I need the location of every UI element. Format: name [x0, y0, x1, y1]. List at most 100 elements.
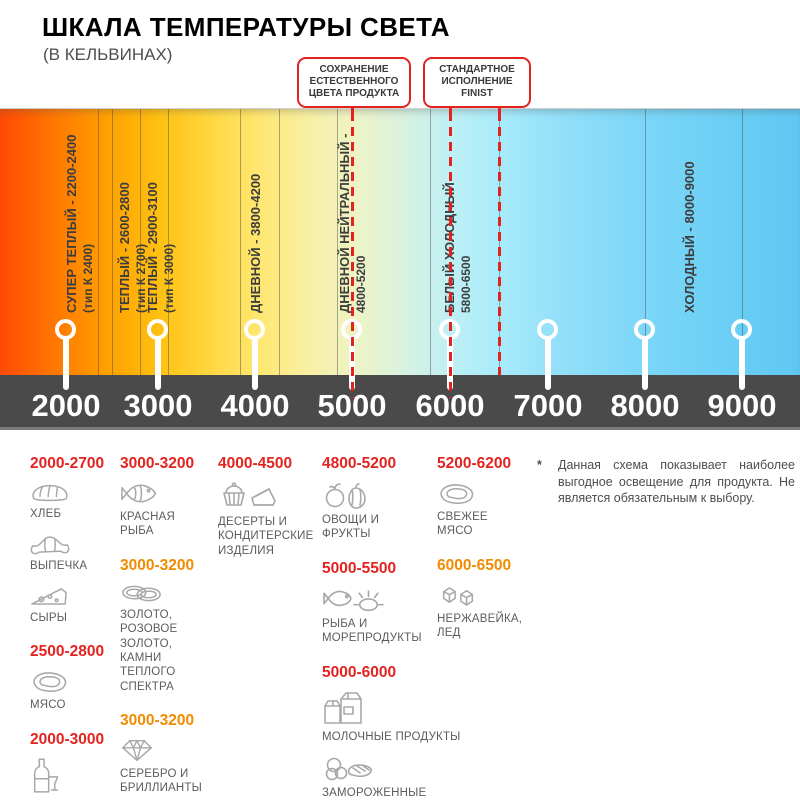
category-label: ДЕСЕРТЫ И КОНДИТЕРСКИЕ ИЗДЕЛИЯ: [218, 516, 314, 557]
list-item: АКОГОЛЬ: [30, 757, 118, 800]
footnote-asterisk: *: [537, 458, 542, 472]
category-column-5: 5200-6200 СВЕЖЕЕ МЯСО 6000-6500 НЕРЖАВЕЙКА,…: [437, 455, 547, 651]
callout-color-preservation: СОХРАНЕНИЕ ЕСТЕСТВЕННОГО ЦВЕТА ПРОДУКТА: [297, 57, 411, 108]
scale-marker-stem: [63, 337, 69, 390]
tick-label: 8000: [610, 388, 680, 423]
scale-marker-stem: [739, 337, 745, 390]
page-title: ШКАЛА ТЕМПЕРАТУРЫ СВЕТА: [42, 12, 450, 42]
footnote-text: Данная схема показывает наиболее выгодно…: [558, 458, 795, 505]
zone-label-1: СУПЕР ТЕПЛЫЙ - 2200-2400 (тип К 2400): [64, 135, 96, 313]
list-item: ЗАМОРОЖЕННЫЕ ПОЛУФАБРИКАТЫ: [322, 754, 462, 800]
tick-label: 2000: [31, 388, 101, 423]
gridline: [98, 109, 100, 376]
category-label: МЯСО: [30, 699, 66, 712]
list-item: МЯСО: [30, 669, 118, 712]
seafood-icon: [322, 586, 462, 613]
category-column-2: 3000-3200 КРАСНАЯ РЫБА 3000-3200 ЗОЛОТО, РО…: [120, 455, 216, 800]
range-heading: 4800-5200: [322, 455, 397, 472]
ice-icon: [437, 583, 547, 608]
kelvin-axis-bar: [0, 375, 800, 430]
range-heading: 2000-3000: [30, 730, 105, 748]
range-heading: 2000-2700: [30, 455, 105, 472]
frozen-food-icon: [322, 754, 462, 782]
gridline: [139, 109, 141, 376]
category-label: СЕРЕБРО И БРИЛЛИАНТЫ: [120, 768, 203, 795]
callout-anchor-dashed-line: [351, 112, 354, 398]
category-label: ЗОЛОТО, РОЗОВОЕ ЗОЛОТО, КАМНИ ТЕПЛОГО СП…: [120, 608, 178, 693]
gridline: [167, 109, 169, 376]
list-item: СЫРЫ: [30, 584, 118, 625]
gridline: [742, 109, 743, 376]
range-heading: 2500-2800: [30, 643, 105, 661]
zone-label-6: БЕЛЫЙ ХОЛОДНЫЙ -5800-6500: [442, 174, 474, 313]
tick-label: 9000: [707, 388, 777, 423]
tick-label: 4000: [220, 388, 290, 423]
vegetables-fruits-icon: [322, 481, 462, 509]
zone-label-3: ТЕПЛЫЙ - 2900-3100 (тип К 3000): [145, 182, 177, 313]
category-column-4: 4800-5200 ОВОЩИ И ФРУКТЫ 5000-5500 РЫБА И М…: [322, 455, 462, 800]
category-label: СЫРЫ: [30, 611, 68, 624]
zone-label-main: СУПЕР ТЕПЛЫЙ - 2200-2400: [64, 134, 80, 313]
zone-label-2: ТЕПЛЫЙ - 2600-2800 (тип К 2700): [117, 182, 149, 313]
list-item: ВЫПЕЧКА: [30, 531, 118, 573]
callout-anchor-dashed-line: [449, 112, 452, 398]
range-heading: 6000-6500: [437, 556, 512, 574]
category-column-1: 2000-2700 ХЛЕБ ВЫПЕЧКА СЫРЫ 2500-2800 МЯСО 200…: [30, 455, 118, 800]
range-heading: 3000-3200: [120, 455, 195, 472]
gridline: [645, 109, 646, 376]
gridline: [112, 109, 113, 376]
list-item: ХЛЕБ: [30, 481, 118, 521]
zone-label-4: ДНЕВНОЙ - 3800-4200: [248, 174, 265, 313]
zone-label-sub: 4800-5200: [354, 255, 369, 313]
meat-icon: [30, 669, 118, 694]
scale-marker-stem: [252, 337, 258, 390]
list-item: КРАСНАЯ РЫБА: [120, 481, 216, 539]
zone-label-main: ХОЛОДНЫЙ - 8000-9000: [681, 161, 697, 313]
category-label: СВЕЖЕЕ МЯСО: [437, 511, 488, 538]
croissant-icon: [30, 531, 118, 555]
gridline: [240, 109, 242, 376]
category-columns: 2000-2700 ХЛЕБ ВЫПЕЧКА СЫРЫ 2500-2800 МЯСО 200…: [0, 455, 800, 800]
rings-icon: [120, 583, 216, 604]
zone-label-7: ХОЛОДНЫЙ - 8000-9000: [682, 161, 699, 313]
zone-label-main: ТЕПЛЫЙ - 2900-3100: [145, 182, 161, 313]
footnote: * Данная схема показывает наиболее выгод…: [537, 457, 795, 507]
list-item: СЕРЕБРО И БРИЛЛИАНТЫ: [120, 738, 216, 796]
callout-anchor-dashed-line: [498, 112, 501, 375]
tick-label: 3000: [123, 388, 193, 423]
range-heading: 3000-3200: [120, 712, 195, 729]
range-heading: 5200-6200: [437, 455, 512, 472]
scale-marker-stem: [155, 337, 161, 390]
range-heading: 5000-5500: [322, 559, 397, 577]
category-label: ВЫПЕЧКА: [30, 560, 88, 573]
zone-label-main: ДНЕВНОЙ - 3800-4200: [248, 173, 264, 313]
list-item: СВЕЖЕЕ МЯСО: [437, 481, 547, 539]
list-item: ЗОЛОТО, РОЗОВОЕ ЗОЛОТО, КАМНИ ТЕПЛОГО СП…: [120, 583, 216, 694]
cheese-icon: [30, 584, 118, 607]
callout-standard-finist: СТАНДАРТНОЕ ИСПОЛНЕНИЕ FINIST: [423, 57, 531, 108]
gridline: [279, 109, 281, 376]
list-item: РЫБА И МОРЕПРОДУКТЫ: [322, 586, 462, 646]
list-item: ОВОЩИ И ФРУКТЫ: [322, 481, 462, 542]
fresh-meat-icon: [437, 481, 547, 506]
range-heading: 5000-6000: [322, 663, 397, 681]
category-label: ЗАМОРОЖЕННЫЕ ПОЛУФАБРИКАТЫ: [322, 786, 427, 799]
zone-label-main: ТЕПЛЫЙ - 2600-2800: [116, 182, 132, 313]
list-item: НЕРЖАВЕЙКА, ЛЕД: [437, 583, 547, 641]
list-item: ДЕСЕРТЫ И КОНДИТЕРСКИЕ ИЗДЕЛИЯ: [218, 481, 323, 558]
bread-icon: [30, 481, 118, 503]
temperature-gradient-band: СУПЕР ТЕПЛЫЙ - 2200-2400 (тип К 2400) ТЕПЛ…: [0, 108, 800, 376]
scale-marker-stem: [642, 337, 648, 390]
category-label: ХЛЕБ: [30, 508, 62, 520]
dairy-icon: [322, 690, 462, 726]
category-label: МОЛОЧНЫЕ ПРОДУКТЫ: [322, 730, 461, 743]
alcohol-icon: [30, 757, 118, 795]
range-heading: 4000-4500: [218, 455, 293, 472]
gridline: [337, 109, 339, 376]
category-label: РЫБА И МОРЕПРОДУКТЫ: [322, 617, 422, 645]
category-label: КРАСНАЯ РЫБА: [120, 511, 176, 538]
diamond-icon: [120, 738, 216, 763]
category-column-3: 4000-4500 ДЕСЕРТЫ И КОНДИТЕРСКИЕ ИЗДЕЛИЯ: [218, 455, 323, 568]
range-heading: 3000-3200: [120, 556, 195, 574]
